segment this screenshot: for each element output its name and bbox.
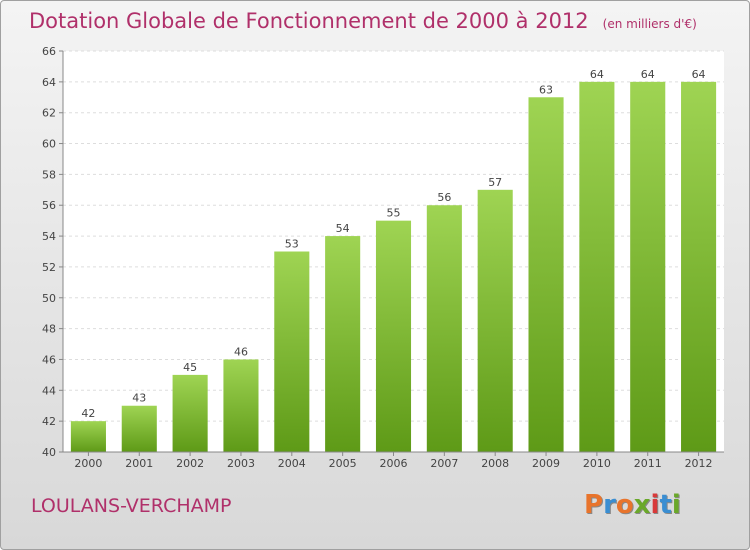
x-tick-label: 2010 — [583, 457, 611, 470]
y-tick-label: 46 — [42, 353, 56, 366]
bar-value-label: 64 — [641, 68, 655, 81]
bar-value-label: 63 — [539, 83, 553, 96]
y-tick-label: 42 — [42, 415, 56, 428]
bar — [579, 81, 615, 452]
bars: 42 43 45 46 53 54 55 56 57 63 64 64 64 — [70, 68, 717, 453]
y-tick-label: 52 — [42, 261, 56, 274]
x-tick-label: 2005 — [329, 457, 357, 470]
x-tick-label: 2001 — [125, 457, 153, 470]
bar-value-label: 55 — [387, 207, 401, 220]
chart-unit: (en milliers d'€) — [602, 17, 697, 31]
x-tick-label: 2003 — [227, 457, 255, 470]
bar-value-label: 43 — [132, 392, 146, 405]
y-tick-label: 54 — [42, 230, 56, 243]
bar-value-label: 53 — [285, 238, 299, 251]
bar — [172, 374, 208, 452]
y-tick-label: 44 — [42, 384, 56, 397]
commune-name: LOULANS-VERCHAMP — [31, 495, 232, 517]
x-tick-label: 2002 — [176, 457, 204, 470]
x-tick-label: 2009 — [532, 457, 560, 470]
bar-value-label: 42 — [81, 407, 95, 420]
chart-title-text: Dotation Globale de Fonctionnement de 20… — [29, 9, 589, 33]
bar — [121, 405, 157, 452]
bar — [630, 81, 666, 452]
bar-value-label: 64 — [590, 68, 604, 81]
y-tick-label: 60 — [42, 138, 56, 151]
x-tick-label: 2006 — [380, 457, 408, 470]
axes: 40 42 44 46 48 50 52 54 56 58 60 62 64 66 2000 2001 2002… — [42, 45, 724, 470]
x-tick-label: 2011 — [634, 457, 662, 470]
y-tick-label: 48 — [42, 323, 56, 336]
y-tick-label: 64 — [42, 76, 56, 89]
bar-value-label: 54 — [336, 222, 350, 235]
y-tick-label: 58 — [42, 168, 56, 181]
bar — [477, 189, 513, 453]
bar — [426, 205, 462, 452]
y-tick-label: 50 — [42, 292, 56, 305]
bar — [375, 220, 412, 452]
y-tick-label: 56 — [42, 199, 56, 212]
x-tick-label: 2004 — [278, 457, 306, 470]
proxiti-logo: Proxiti — [584, 490, 681, 520]
bar — [528, 97, 564, 453]
bar-value-label: 46 — [234, 345, 248, 358]
bar — [681, 81, 717, 452]
x-tick-label: 2007 — [430, 457, 458, 470]
x-tick-label: 2008 — [481, 457, 509, 470]
bar — [70, 421, 106, 452]
x-tick-label: 2000 — [74, 457, 102, 470]
chart-title: Dotation Globale de Fonctionnement de 20… — [29, 9, 697, 33]
y-tick-label: 62 — [42, 107, 56, 120]
y-tick-label: 66 — [42, 45, 56, 58]
bar-value-label: 56 — [437, 191, 451, 204]
bar-value-label: 64 — [692, 68, 706, 81]
x-tick-label: 2012 — [685, 457, 713, 470]
bar-value-label: 57 — [488, 176, 502, 189]
bar — [325, 236, 361, 452]
y-tick-label: 40 — [42, 446, 56, 459]
bar — [223, 359, 259, 452]
bar-value-label: 45 — [183, 361, 197, 374]
bar — [274, 251, 310, 452]
